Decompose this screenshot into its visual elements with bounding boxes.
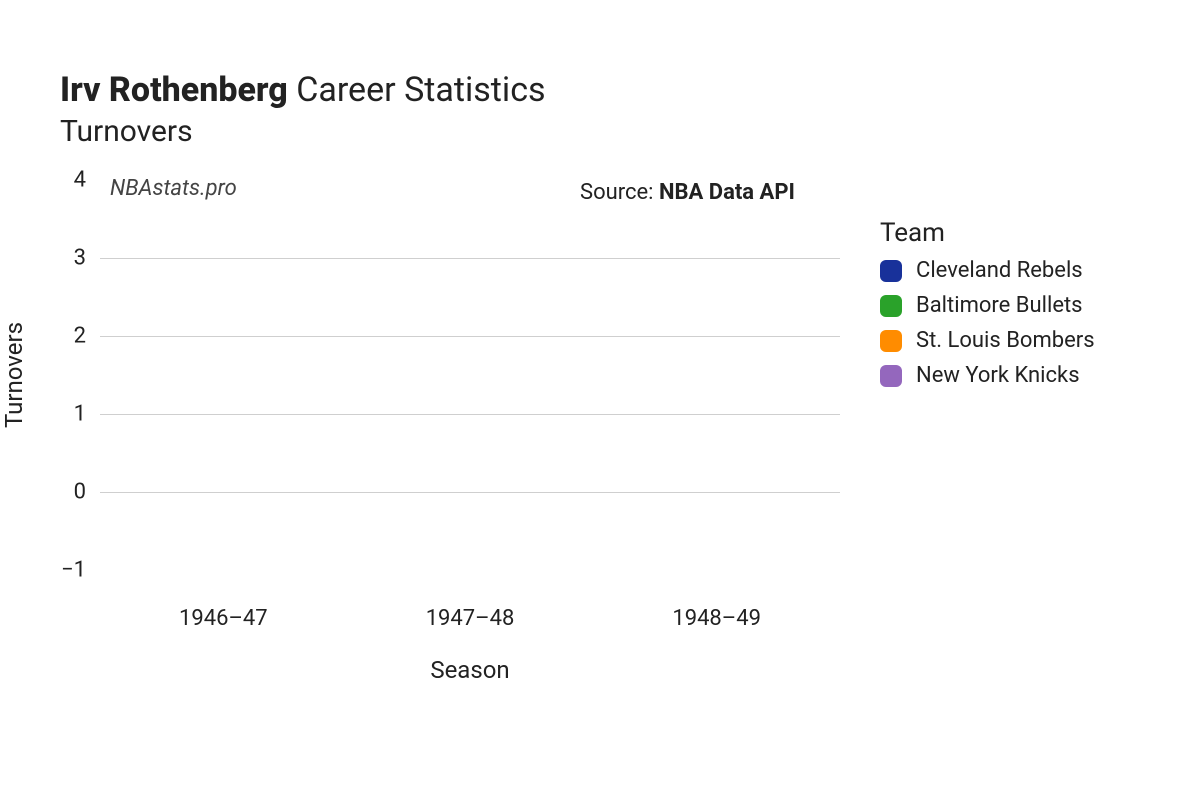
legend-swatch	[880, 330, 902, 352]
y-tick-label: 2	[74, 324, 86, 349]
title-rest: Career Statistics	[296, 70, 545, 110]
legend-item: St. Louis Bombers	[880, 328, 1095, 353]
y-tick-label: 3	[74, 246, 86, 271]
x-axis-title: Season	[430, 656, 509, 684]
gridline	[100, 336, 840, 337]
gridline	[100, 414, 840, 415]
plot-area: −1012341946–471947–481948–49	[100, 180, 840, 570]
y-tick-label: 4	[74, 168, 86, 193]
y-tick-label: 0	[74, 480, 86, 505]
gridline	[100, 492, 840, 493]
legend-item: New York Knicks	[880, 363, 1095, 388]
x-tick-label: 1947–48	[426, 606, 515, 631]
y-tick-label: −1	[61, 558, 86, 583]
chart-subtitle: Turnovers	[60, 114, 546, 149]
legend-item-label: Baltimore Bullets	[916, 293, 1083, 318]
legend-title: Team	[880, 218, 1095, 248]
legend-item-label: New York Knicks	[916, 363, 1080, 388]
player-name: Irv Rothenberg	[60, 70, 288, 110]
gridline	[100, 258, 840, 259]
legend-item-label: Cleveland Rebels	[916, 258, 1083, 283]
legend-item: Cleveland Rebels	[880, 258, 1095, 283]
x-tick-label: 1946–47	[179, 606, 268, 631]
legend-swatch	[880, 365, 902, 387]
legend-item-label: St. Louis Bombers	[916, 328, 1095, 353]
legend-item: Baltimore Bullets	[880, 293, 1095, 318]
chart-title-block: Irv Rothenberg Career Statistics Turnove…	[60, 70, 546, 149]
legend-swatch	[880, 260, 902, 282]
y-axis-title: Turnovers	[0, 322, 28, 428]
chart-title: Irv Rothenberg Career Statistics	[60, 70, 546, 110]
legend: Team Cleveland Rebels Baltimore Bullets St…	[880, 218, 1095, 398]
y-tick-label: 1	[74, 402, 86, 427]
chart-container: Irv Rothenberg Career Statistics Turnove…	[0, 0, 1200, 800]
x-tick-label: 1948–49	[672, 606, 761, 631]
legend-swatch	[880, 295, 902, 317]
